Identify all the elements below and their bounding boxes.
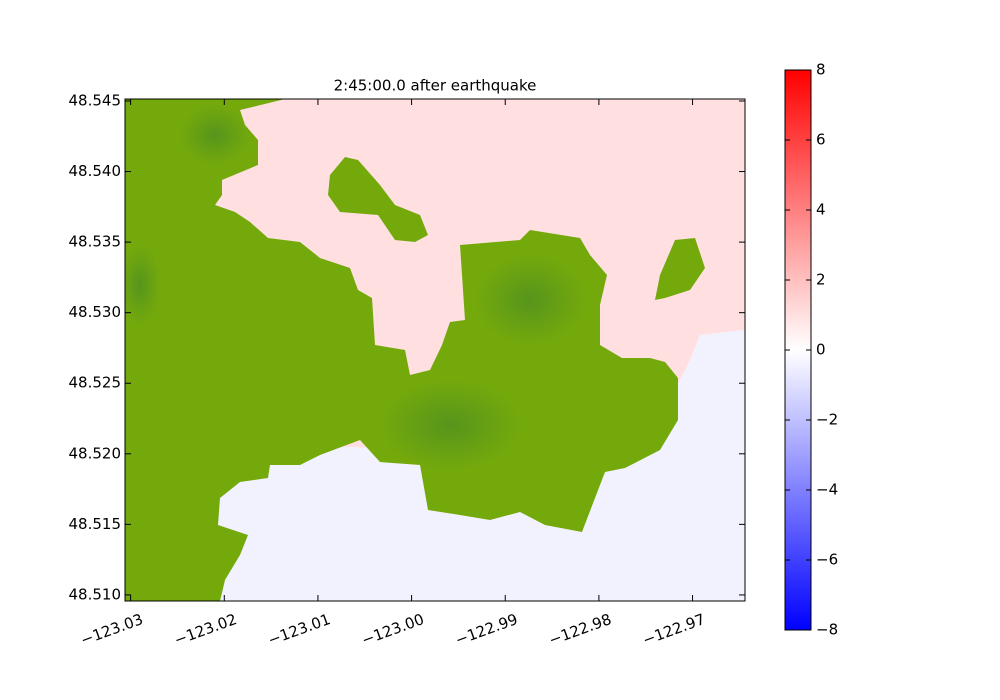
colorbar-tick-label: 0 — [816, 341, 826, 359]
y-tick-label: 48.535 — [69, 233, 122, 251]
land — [125, 99, 705, 601]
x-tick-label: −123.01 — [266, 610, 333, 649]
y-tick-label: 48.510 — [69, 585, 122, 603]
colorbar-tick-label: 8 — [816, 61, 826, 79]
shade — [125, 245, 160, 325]
y-tick-label: 48.530 — [69, 303, 122, 321]
shade — [180, 105, 250, 165]
colorbar-tick-label: 6 — [816, 131, 826, 149]
land-mass — [125, 99, 705, 601]
shade — [475, 255, 585, 345]
x-tick-label: −122.99 — [453, 610, 520, 649]
x-tick-label: −122.98 — [547, 610, 614, 649]
colorbar-tick-label: −2 — [816, 411, 838, 429]
y-tick-label: 48.515 — [69, 515, 122, 533]
x-tick-label: −123.00 — [359, 610, 426, 649]
chart-title: 2:45:00.0 after earthquake — [334, 77, 537, 95]
shade — [380, 380, 520, 470]
y-tick-label: 48.545 — [69, 91, 122, 109]
y-tick-label: 48.525 — [69, 374, 122, 392]
x-tick-label: −123.03 — [78, 610, 145, 649]
y-tick-label: 48.520 — [69, 444, 122, 462]
y-tick-label: 48.540 — [69, 162, 122, 180]
colorbar-tick-label: 4 — [816, 201, 826, 219]
x-tick-label: −122.97 — [640, 610, 707, 649]
plot-frame — [124, 98, 746, 602]
colorbar-tick-label: 2 — [816, 271, 826, 289]
colorbar-tick-label: −6 — [816, 551, 838, 569]
colorbar-tick-label: −4 — [816, 481, 838, 499]
colorbar-tick-label: −8 — [816, 621, 838, 639]
x-tick-label: −123.02 — [172, 610, 239, 649]
